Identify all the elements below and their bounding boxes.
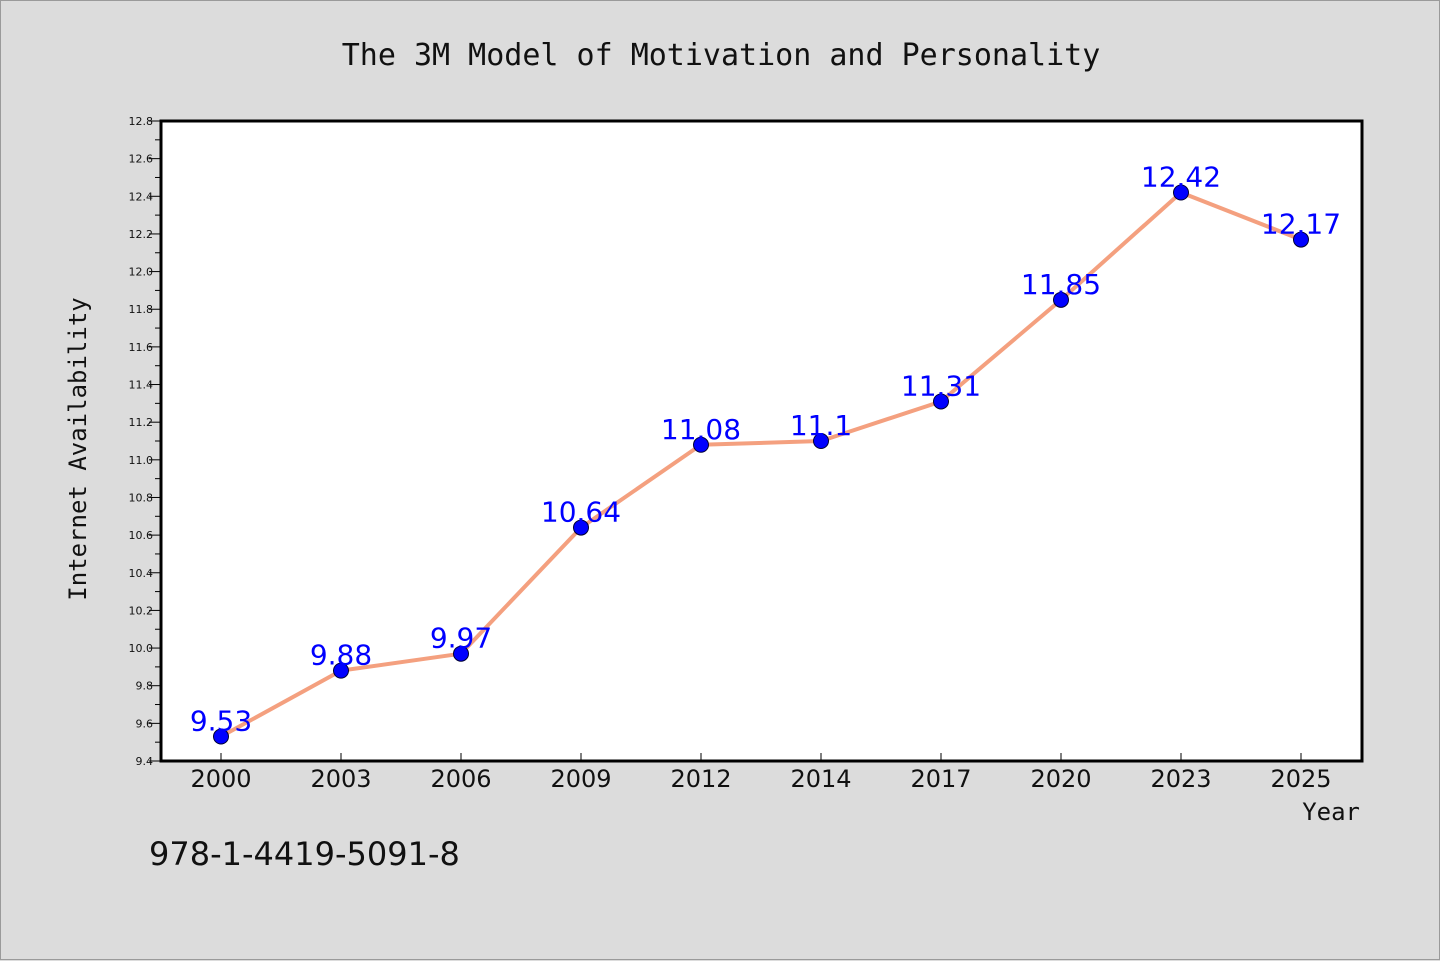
x-tick-label: 2014 xyxy=(790,765,851,793)
y-tick-label: 12.0 xyxy=(129,266,154,279)
x-tick-label: 2023 xyxy=(1150,765,1211,793)
data-label: 11.08 xyxy=(661,413,741,446)
y-tick-label: 11.0 xyxy=(129,454,154,467)
y-tick-label: 10.2 xyxy=(129,604,154,617)
y-tick-label: 12.4 xyxy=(129,190,154,203)
x-tick-label: 2006 xyxy=(430,765,491,793)
x-tick-label: 2025 xyxy=(1270,765,1331,793)
data-label: 12.42 xyxy=(1141,161,1221,194)
x-tick-label: 2017 xyxy=(910,765,971,793)
x-tick-label: 2009 xyxy=(550,765,611,793)
y-tick-label: 12.8 xyxy=(129,115,154,128)
y-tick-label: 11.2 xyxy=(129,416,154,429)
y-axis: 9.4 9.6 9.8 10.0 10.2 10.4 10.6 10.8 11.0 11.2 11.… xyxy=(129,115,161,768)
y-tick-label: 9.6 xyxy=(136,717,154,730)
data-point xyxy=(1293,231,1309,248)
data-point xyxy=(1053,291,1069,308)
data-label: 11.31 xyxy=(901,369,981,402)
y-tick-label: 12.2 xyxy=(129,228,154,241)
y-tick-label: 10.0 xyxy=(129,642,154,655)
data-label: 11.1 xyxy=(790,409,852,442)
data-point xyxy=(573,519,589,536)
isbn-annotation: 978-1-4419-5091-8 xyxy=(149,835,460,873)
y-tick-label: 9.8 xyxy=(136,680,154,693)
data-label: 9.97 xyxy=(430,622,492,655)
data-point xyxy=(933,393,949,410)
x-axis-label: Year xyxy=(1302,798,1360,826)
y-tick-label: 9.4 xyxy=(136,755,154,768)
y-axis-label: Internet Availability xyxy=(64,297,92,600)
y-tick-label: 11.8 xyxy=(129,303,154,316)
y-tick-label: 11.4 xyxy=(129,379,154,392)
y-tick-label: 12.6 xyxy=(129,153,154,166)
data-label: 9.53 xyxy=(190,705,252,738)
data-point xyxy=(213,728,229,745)
series-line xyxy=(220,190,1302,739)
data-label: 11.85 xyxy=(1021,268,1101,301)
x-axis: 2000 2003 2006 2009 2012 2014 2017 2020 2023 2025 xyxy=(190,753,1332,793)
data-label: 10.64 xyxy=(541,496,621,529)
data-label: 9.88 xyxy=(310,639,372,672)
y-tick-label: 10.8 xyxy=(129,491,154,504)
y-tick-label: 10.4 xyxy=(129,567,154,580)
data-point xyxy=(1173,184,1189,201)
y-tick-label: 11.6 xyxy=(129,341,154,354)
data-point xyxy=(693,436,709,453)
series-layer xyxy=(213,184,1309,745)
data-point xyxy=(333,662,349,679)
x-tick-label: 2012 xyxy=(670,765,731,793)
x-tick-label: 2003 xyxy=(310,765,371,793)
x-tick-label: 2020 xyxy=(1030,765,1091,793)
chart-title: The 3M Model of Motivation and Personali… xyxy=(342,38,1101,73)
data-point xyxy=(813,433,829,449)
y-tick-label: 10.6 xyxy=(129,529,154,542)
data-point xyxy=(453,645,469,662)
data-label: 12.17 xyxy=(1261,208,1341,241)
data-labels: 9.53 9.88 9.97 10.64 11.08 11.1 11.31 11.85 12.4… xyxy=(190,161,1341,738)
x-tick-label: 2000 xyxy=(190,765,251,793)
